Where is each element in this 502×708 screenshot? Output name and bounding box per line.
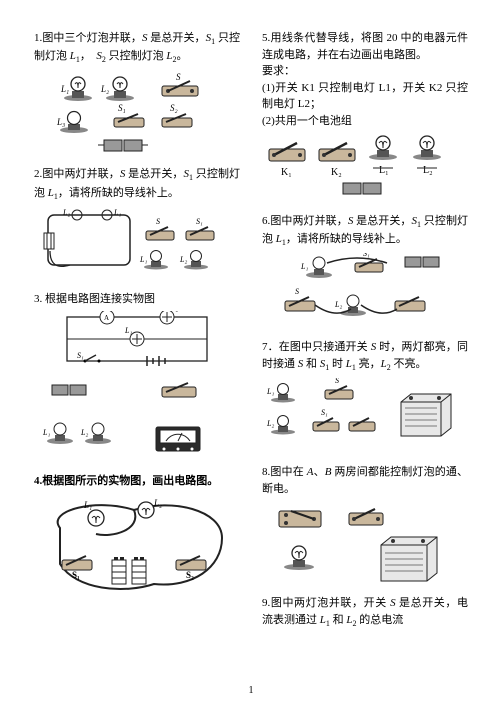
svg-text:L₂: L₂ xyxy=(100,84,109,94)
q5-r2: (2)共用一个电池组 xyxy=(262,113,468,130)
svg-text:L₂: L₂ xyxy=(423,165,433,176)
q6-text: 6.图中两灯并联，S 是总开关，S1 只控制灯泡 L1，请将所缺的导线补上。 xyxy=(262,213,468,249)
svg-text:L₁: L₁ xyxy=(42,428,50,437)
q9-text: 9.图中两灯泡并联，开关 S 是总开关，电流表测通过 L1 和 L2 的总电流 xyxy=(262,595,468,630)
q3-text: 3. 根据电路图连接实物图 xyxy=(34,291,240,308)
q4-figure: L₁ L₂ S₁ xyxy=(34,494,240,600)
svg-text:A: A xyxy=(104,314,109,322)
svg-text:S₁: S₁ xyxy=(72,570,80,580)
page-number: 1 xyxy=(0,683,502,698)
q1-figure: L₁ L₂ S xyxy=(34,70,240,156)
svg-text:L₁: L₁ xyxy=(266,387,274,396)
svg-text:S₂: S₂ xyxy=(170,103,178,113)
q5-r1: (1)开关 K1 只控制电灯 L1，开关 K2 只控制电灯 L2； xyxy=(262,80,468,113)
svg-text:L₂: L₂ xyxy=(179,255,187,264)
svg-text:L₁: L₁ xyxy=(124,326,132,335)
svg-text:S: S xyxy=(156,217,160,226)
svg-text:L₁: L₁ xyxy=(300,262,308,271)
q1-text: 1.图中三个灯泡并联，S 是总开关，S1 只控制灯泡 L1， S2 只控制灯泡 … xyxy=(34,30,240,66)
q5-text: 5.用线条代替导线，将图 20 中的电器元件连成电路，并在右边画出电路图。 xyxy=(262,30,468,63)
svg-text:L₁: L₁ xyxy=(60,84,69,94)
q8-text: 8.图中在 A、B 两房间都能控制灯泡的通、断电。 xyxy=(262,464,468,497)
svg-text:L₁: L₁ xyxy=(113,208,121,217)
svg-text:L₂: L₂ xyxy=(170,311,178,312)
svg-text:K₂: K₂ xyxy=(331,167,342,178)
svg-text:L₁: L₁ xyxy=(139,255,147,264)
q6-figure: L₁ S₁ S xyxy=(262,253,468,329)
svg-text:L₁: L₁ xyxy=(83,500,92,510)
svg-text:L₂: L₂ xyxy=(266,419,274,428)
svg-text:L₂: L₂ xyxy=(153,498,162,508)
svg-text:L₁: L₁ xyxy=(379,165,389,176)
q3-figure-physical: L₁ L₂ xyxy=(34,377,240,463)
svg-text:S₁: S₁ xyxy=(321,408,328,417)
svg-text:S₂: S₂ xyxy=(186,570,194,580)
svg-text:L₂: L₂ xyxy=(334,300,342,309)
svg-text:L₂: L₂ xyxy=(62,208,70,217)
svg-text:S₁: S₁ xyxy=(118,103,126,113)
q2-text: 2.图中两灯并联，S 是总开关，S1 只控制灯泡 L1，请将所缺的导线补上。 xyxy=(34,166,240,202)
svg-text:S: S xyxy=(335,378,339,385)
svg-text:S₁: S₁ xyxy=(77,351,84,360)
q8-figure xyxy=(262,501,468,585)
q2-figure: L₂ L₁ S S₁ xyxy=(34,207,240,281)
q7-figure: L₁ S L₂ xyxy=(262,378,468,454)
svg-text:S₁: S₁ xyxy=(196,217,203,226)
q4-text: 4.根据图所示的实物图，画出电路图。 xyxy=(34,473,240,490)
svg-text:S₁: S₁ xyxy=(363,253,370,258)
svg-text:K₁: K₁ xyxy=(281,167,292,178)
q3-figure-schematic: A L₂ L₁ S₁ xyxy=(34,311,240,369)
svg-text:L₃: L₃ xyxy=(56,117,65,127)
svg-text:S: S xyxy=(176,72,181,82)
q5-figure: K₁ K₂ L₁ xyxy=(262,133,468,203)
q5-req: 要求： xyxy=(262,63,468,80)
q7-text: 7．在图中只接通开关 S 时，两灯都亮，同时接通 S 和 S1 时 L1 亮，L… xyxy=(262,339,468,374)
svg-text:L₂: L₂ xyxy=(80,428,88,437)
svg-text:S: S xyxy=(295,287,299,296)
